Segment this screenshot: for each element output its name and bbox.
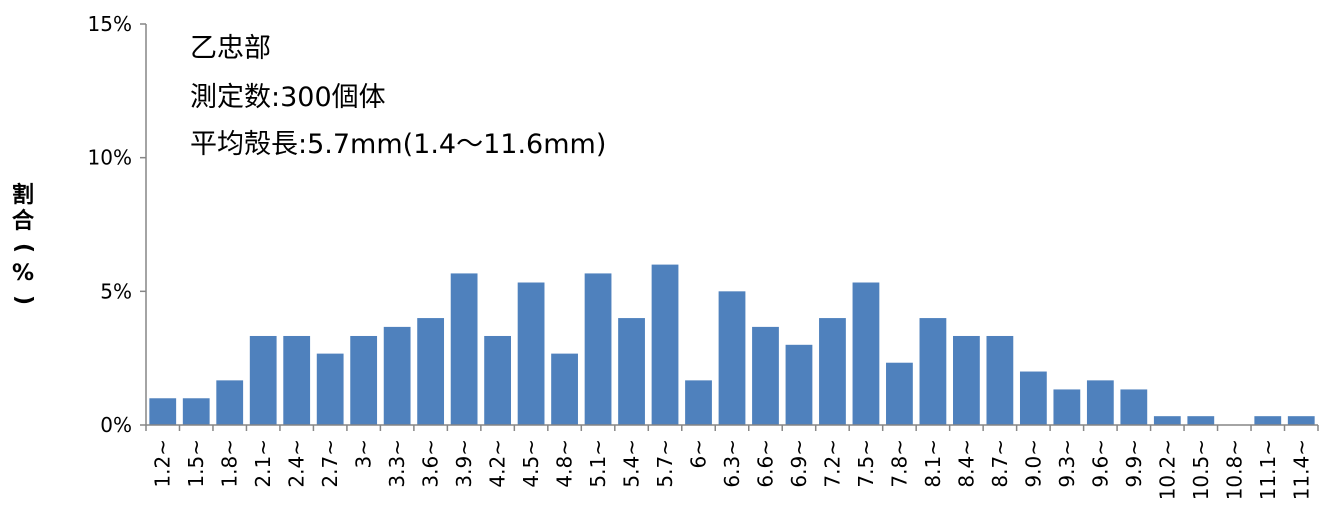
bar-27 [1053, 389, 1081, 425]
bar-2 [216, 380, 244, 425]
y-axis-label-char: ) [11, 294, 36, 306]
bar-26 [1019, 371, 1047, 425]
bar-16 [685, 380, 712, 425]
x-tick-label: 6.9~ [787, 439, 811, 488]
bar-15 [651, 264, 679, 425]
bar-0 [149, 398, 177, 425]
x-tick-label: 9.3~ [1055, 439, 1079, 488]
x-tick-label: 2.1~ [251, 439, 275, 488]
x-tick-label: 5.7~ [653, 439, 677, 488]
x-tick-label: 1.5~ [184, 439, 208, 488]
bars-group [149, 264, 1315, 425]
bar-33 [1254, 416, 1282, 425]
axes-group [140, 23, 1319, 431]
annotation-mean-length: 平均殻長:5.7mm(1.4〜11.6mm) [190, 129, 607, 160]
y-tick-label: 10% [88, 146, 132, 170]
y-axis-label-char: ( [11, 242, 36, 254]
x-tick-label: 3.3~ [385, 439, 409, 488]
x-tick-label: 5.1~ [586, 439, 610, 488]
x-tick-label: 6.3~ [720, 439, 744, 488]
bar-18 [752, 326, 779, 425]
x-tick-label: 8.1~ [921, 439, 945, 488]
x-tick-label: 7.5~ [854, 439, 878, 488]
annotation-location: 乙忠部 [190, 33, 271, 64]
x-tick-label: 4.5~ [519, 439, 543, 488]
bar-25 [986, 335, 1014, 425]
bar-24 [953, 335, 980, 425]
x-tick-label: 9.0~ [1021, 439, 1045, 488]
x-tick-label: 11.4~ [1289, 439, 1313, 500]
y-axis-label-char: 合 [11, 209, 34, 234]
bar-30 [1153, 416, 1181, 425]
x-tick-label: 1.2~ [151, 439, 175, 488]
bar-11 [517, 282, 545, 425]
x-tick-label: 11.1~ [1256, 439, 1280, 500]
bar-8 [417, 318, 445, 425]
bar-7 [383, 326, 411, 425]
x-tick-label: 8.4~ [954, 439, 978, 488]
x-tick-label: 5.4~ [620, 439, 644, 488]
annotation-count: 測定数:300個体 [190, 82, 386, 113]
bar-29 [1120, 389, 1148, 425]
bar-1 [182, 398, 210, 425]
bar-19 [785, 344, 813, 425]
bar-13 [584, 273, 612, 425]
x-tick-label: 2.4~ [285, 439, 309, 488]
x-tick-label: 1.8~ [218, 439, 242, 488]
x-tick-label: 4.8~ [553, 439, 577, 488]
x-tick-label: 7.8~ [887, 439, 911, 488]
x-tick-label: 4.2~ [486, 439, 510, 488]
bar-4 [283, 335, 311, 425]
bar-9 [450, 273, 478, 425]
x-tick-label: 9.9~ [1122, 439, 1146, 488]
x-tick-label: 2.7~ [318, 439, 342, 488]
x-tick-label: 8.7~ [988, 439, 1012, 488]
y-tick-labels: 0% 5% 10% 15% [88, 12, 132, 437]
y-tick-label: 0% [100, 413, 132, 437]
x-tick-labels: 1.2~ 1.5~ 1.8~ 2.1~ 2.4~ 2.7~ 3~ 3.3~ 3.6~ 3.9~ 4.… [151, 439, 1314, 500]
bar-22 [886, 362, 913, 425]
x-tick-label: 10.5~ [1189, 439, 1213, 500]
y-axis-label: 割合 (%) [8, 183, 38, 313]
bar-21 [852, 282, 880, 425]
bar-17 [718, 291, 746, 425]
bar-14 [618, 318, 645, 425]
x-tick-label: 7.2~ [820, 439, 844, 488]
bar-20 [819, 318, 846, 425]
x-tick-label: 6~ [687, 439, 711, 468]
bar-34 [1287, 416, 1315, 425]
bar-6 [350, 335, 378, 425]
bar-12 [551, 353, 578, 425]
bar-23 [919, 318, 947, 425]
x-tick-label: 3.6~ [419, 439, 443, 488]
bar-10 [484, 335, 511, 425]
bar-5 [316, 353, 344, 425]
y-axis-label-char: 割 [11, 183, 34, 208]
x-tick-label: 3~ [352, 439, 376, 468]
bar-28 [1086, 380, 1114, 425]
x-tick-label: 3.9~ [452, 439, 476, 488]
bar-31 [1187, 416, 1215, 425]
y-axis-label-char: % [11, 261, 35, 286]
x-tick-label: 9.6~ [1088, 439, 1112, 488]
x-tick-label: 10.2~ [1155, 439, 1179, 500]
x-tick-label: 10.8~ [1222, 439, 1246, 500]
y-tick-label: 15% [88, 12, 132, 36]
y-tick-label: 5% [100, 279, 132, 303]
x-tick-label: 6.6~ [753, 439, 777, 488]
bar-3 [249, 335, 277, 425]
